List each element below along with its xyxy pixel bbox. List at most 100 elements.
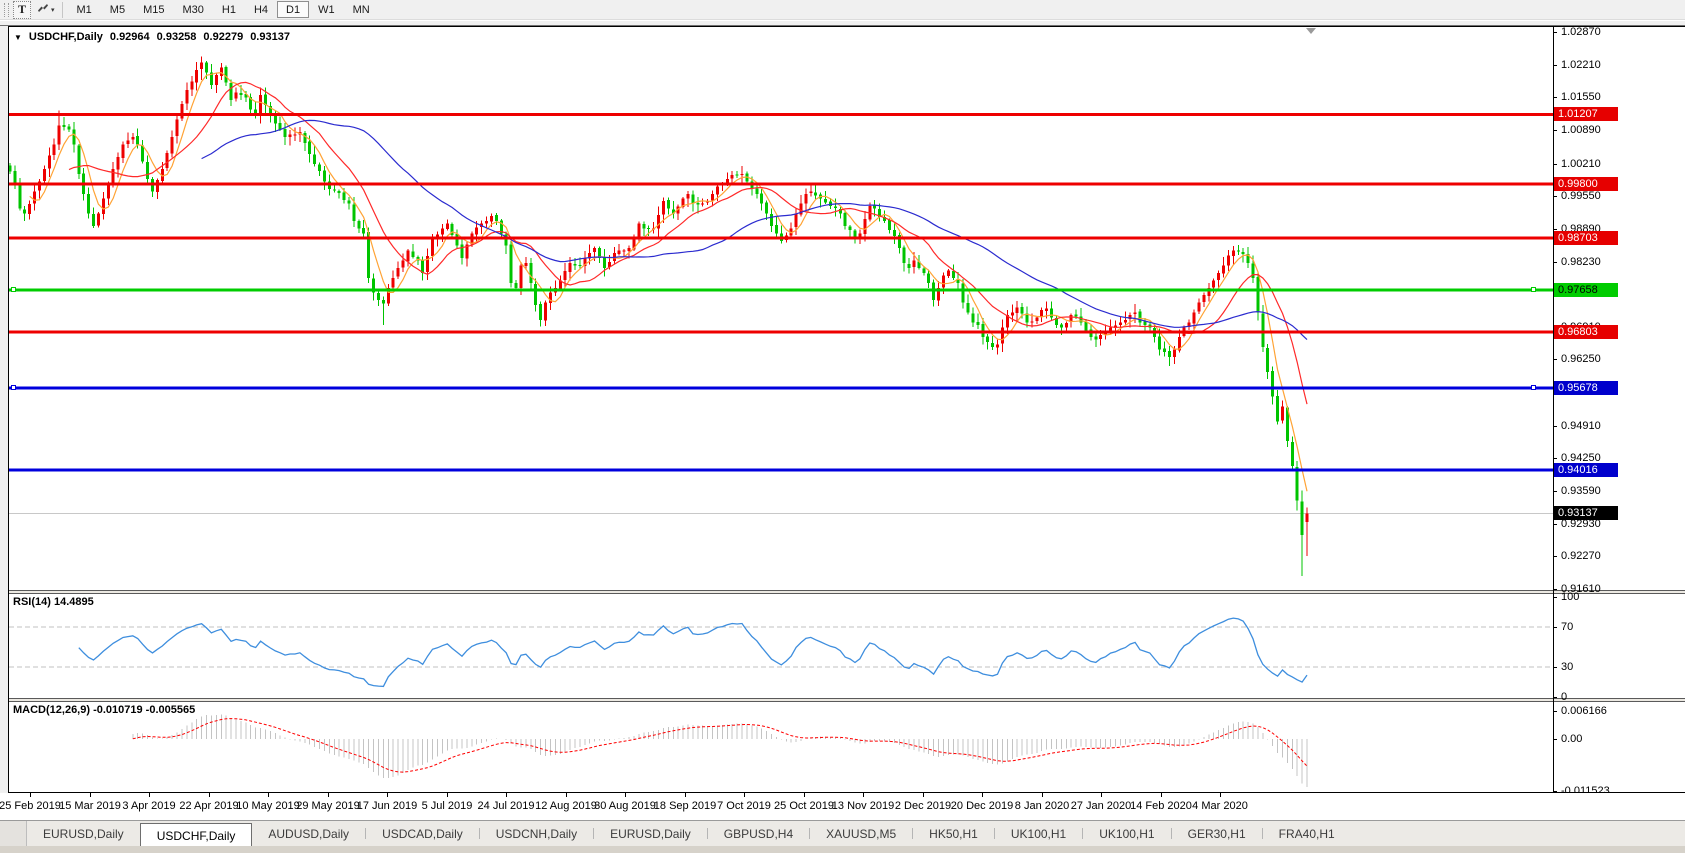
price-tick-label: 1.02870 (1561, 26, 1601, 38)
pane-separator-macd[interactable] (9, 698, 1685, 702)
date-label: 22 Apr 2019 (179, 800, 239, 812)
timeframe-button-h1[interactable]: H1 (221, 3, 236, 16)
rsi-tick-dash (1553, 697, 1557, 698)
tab-bar-corner (0, 821, 27, 846)
pane-separator-rsi[interactable] (9, 590, 1685, 594)
date-label: 13 Nov 2019 (831, 800, 895, 812)
tab-separator (1170, 828, 1172, 839)
tab-usdcad-daily[interactable]: USDCAD,Daily (382, 826, 463, 841)
line-handle[interactable] (1531, 385, 1536, 390)
price-tick-dash (1553, 196, 1557, 197)
ohlc-close: 0.93137 (250, 31, 290, 43)
tab-separator (1261, 828, 1263, 839)
date-tick-mark (1161, 793, 1162, 797)
toolbar-gripper[interactable] (4, 2, 9, 17)
level-price-tag: 0.98703 (1554, 231, 1618, 245)
date-tick-mark (149, 793, 150, 797)
date-tick-mark (566, 793, 567, 797)
timeframe-group: M1 M5 M15 M30 H1 H4 D1 W1 MN (68, 1, 379, 18)
price-tick-label: 1.01550 (1561, 91, 1601, 103)
tab-audusd-daily[interactable]: AUDUSD,Daily (268, 826, 350, 841)
price-tick-label: 0.92930 (1561, 518, 1601, 530)
tab-separator (706, 828, 708, 839)
rsi-tick-dash (1553, 597, 1557, 598)
date-tick-mark (209, 793, 210, 797)
tab-gbpusd-h4[interactable]: GBPUSD,H4 (723, 826, 794, 841)
rsi-tick-label: 100 (1561, 591, 1580, 603)
timeframe-button-d1[interactable]: D1 (277, 1, 310, 18)
timeframe-button-m1[interactable]: M1 (76, 3, 92, 16)
text-tool-button[interactable]: T (13, 0, 31, 19)
ohlc-open: 0.92964 (109, 31, 150, 43)
main-price-pane[interactable] (9, 27, 1553, 590)
timeframe-button-h4[interactable]: H4 (253, 3, 269, 16)
price-tick-dash (1553, 130, 1557, 131)
level-price-tag: 0.97658 (1554, 283, 1618, 297)
macd-pane[interactable] (9, 702, 1553, 793)
price-tick-label: 0.93590 (1561, 485, 1601, 497)
line-handle[interactable] (11, 385, 16, 390)
price-tick-label: 0.91610 (1561, 583, 1601, 595)
date-label: 24 Jul 2019 (477, 800, 535, 812)
chart-menu-arrow-icon[interactable]: ▼ (14, 33, 22, 42)
line-handle[interactable] (11, 287, 16, 292)
timeframe-button-m5[interactable]: M5 (109, 3, 126, 16)
chart-window[interactable]: ▼ USDCHF,Daily 0.92964 0.93258 0.92279 0… (8, 26, 1685, 797)
price-tick-dash (1553, 556, 1557, 557)
chart-title: ▼ USDCHF,Daily 0.92964 0.93258 0.92279 0… (14, 31, 290, 44)
date-label: 2 Dec 2019 (894, 800, 952, 812)
timeframe-button-w1[interactable]: W1 (318, 3, 335, 16)
tab-uk100-h1[interactable]: UK100,H1 (1099, 826, 1155, 841)
macd-tick-dash (1553, 739, 1557, 740)
date-label: 10 May 2019 (236, 800, 300, 812)
price-tick-label: 0.96250 (1561, 353, 1601, 365)
date-label: 20 Dec 2019 (950, 800, 1014, 812)
tab-hk50-h1[interactable]: HK50,H1 (929, 826, 978, 841)
line-handle[interactable] (1531, 287, 1536, 292)
date-tick-mark (1101, 793, 1102, 797)
rsi-tick-label: 30 (1561, 661, 1574, 673)
moving-average-5 (29, 71, 1308, 492)
tab-ger30-h1[interactable]: GER30,H1 (1187, 826, 1246, 841)
tab-uk100-h1[interactable]: UK100,H1 (1010, 826, 1067, 841)
price-tick-dash (1553, 524, 1557, 525)
toolbar-separator (61, 1, 63, 18)
date-label: 7 Oct 2019 (717, 800, 771, 812)
cursor-tool-button[interactable]: ▾ (35, 2, 57, 18)
date-tick-mark (744, 793, 745, 797)
macd-tick-label: 0.006166 (1561, 705, 1607, 717)
tab-usdchf-daily[interactable]: USDCHF,Daily (139, 823, 253, 846)
rsi-tick-label: 0 (1561, 691, 1568, 703)
tab-xauusd-m5[interactable]: XAUUSD,M5 (826, 826, 897, 841)
price-tick-label: 1.02210 (1561, 59, 1601, 71)
price-tick-label: 0.92270 (1561, 550, 1601, 562)
ohlc-low: 0.92279 (203, 31, 244, 43)
macd-signal-line (132, 718, 1308, 773)
price-tick-dash (1553, 262, 1557, 263)
date-label: 4 Mar 2020 (1192, 800, 1248, 812)
chart-bottom-border (9, 792, 1685, 793)
date-label: 25 Feb 2019 (0, 800, 61, 812)
timeframe-button-mn[interactable]: MN (352, 3, 370, 16)
tab-eurusd-daily[interactable]: EURUSD,Daily (610, 826, 691, 841)
tab-eurusd-daily[interactable]: EURUSD,Daily (43, 826, 124, 841)
price-tick-label: 1.00210 (1561, 158, 1601, 170)
rsi-line (78, 617, 1308, 688)
level-price-tag: 0.94016 (1554, 463, 1618, 477)
price-tick-label: 1.00890 (1561, 124, 1601, 136)
timeframe-button-m30[interactable]: M30 (182, 3, 204, 16)
date-label: 5 Jul 2019 (421, 800, 473, 812)
rsi-pane[interactable] (9, 594, 1553, 698)
date-axis[interactable]: 25 Feb 2019 15 Mar 2019 3 Apr 2019 22 Apr 2… (0, 793, 1685, 820)
chart-tab-bar: EURUSD,Daily USDCHF,Daily AUDUSD,Daily USDC… (0, 820, 1685, 846)
date-tick-mark (387, 793, 388, 797)
tab-usdcnh-daily[interactable]: USDCNH,Daily (495, 826, 578, 841)
tab-separator (478, 828, 480, 839)
date-label: 27 Jan 2020 (1070, 800, 1132, 812)
price-tick-label: 0.94250 (1561, 452, 1601, 464)
toolbar: T ▾ M1 M5 M15 M30 H1 H4 D1 W1 MN (0, 0, 1685, 20)
chart-shift-marker-icon[interactable] (1306, 28, 1316, 34)
tab-fra40-h1[interactable]: FRA40,H1 (1278, 826, 1335, 841)
timeframe-button-m15[interactable]: M15 (143, 3, 165, 16)
